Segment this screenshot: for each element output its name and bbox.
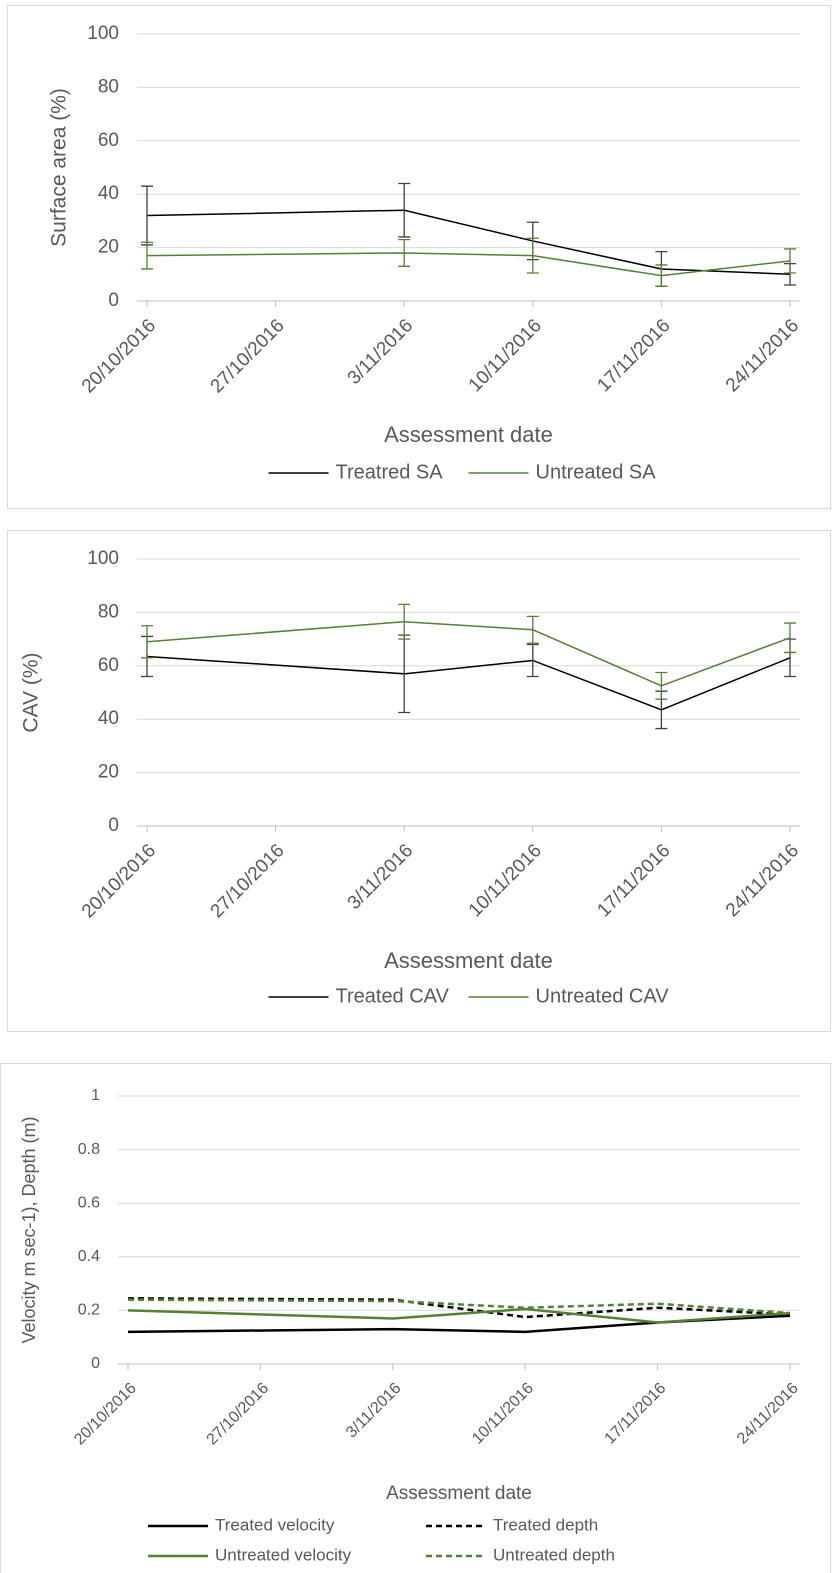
legend-label: Untreated velocity <box>215 1545 352 1564</box>
y-tick-label: 20 <box>98 762 119 783</box>
legend-label: Untreated depth <box>493 1545 615 1564</box>
y-tick-label: 0.8 <box>78 1141 100 1158</box>
error-bar <box>398 182 411 238</box>
legend-label: Treated velocity <box>215 1515 335 1534</box>
legend-label: Treated CAV <box>336 985 450 1007</box>
error-bar <box>398 603 411 640</box>
y-tick-label: 1 <box>91 1087 100 1104</box>
series-line <box>127 1298 791 1315</box>
error-bar <box>526 237 539 274</box>
panel-frame <box>7 5 831 509</box>
legend-label: Treated depth <box>493 1515 598 1534</box>
y-tick-label: 80 <box>98 601 119 622</box>
error-bar <box>784 248 796 274</box>
y-tick-label: 0 <box>91 1355 100 1372</box>
y-tick-label: 100 <box>87 23 119 44</box>
error-bar <box>526 643 539 678</box>
error-bar <box>784 622 796 654</box>
x-axis-title: Assessment date <box>386 1483 532 1504</box>
error-bar <box>141 241 153 270</box>
error-bar <box>526 615 539 644</box>
legend-label: Untreated CAV <box>536 985 670 1007</box>
y-tick-label: 100 <box>87 548 119 569</box>
y-tick-label: 0.6 <box>78 1194 100 1211</box>
error-bar <box>655 264 668 287</box>
y-tick-label: 0.4 <box>78 1248 100 1265</box>
y-tick-label: 60 <box>98 130 119 151</box>
panel-frame <box>0 1063 831 1573</box>
legend-label: Untreated SA <box>536 461 657 483</box>
legend-label: Treatred SA <box>336 461 444 483</box>
error-bar <box>141 625 153 659</box>
series-line <box>127 1297 791 1319</box>
x-axis-title: Assessment date <box>384 948 553 973</box>
error-bar <box>655 671 668 700</box>
y-tick-label: 40 <box>98 708 119 729</box>
y-tick-label: 80 <box>98 76 119 97</box>
series-line <box>127 1307 791 1324</box>
x-axis-title: Assessment date <box>384 422 553 447</box>
y-axis-title: Surface area (%) <box>48 88 71 247</box>
y-axis-title: Velocity m sec-1), Depth (m) <box>19 1116 39 1343</box>
y-tick-label: 0 <box>108 290 119 311</box>
y-axis-title: CAV (%) <box>20 652 43 732</box>
panel-frame <box>7 530 831 1032</box>
y-tick-label: 0 <box>108 815 119 836</box>
y-tick-label: 60 <box>98 655 119 676</box>
y-tick-label: 40 <box>98 183 119 204</box>
error-bar <box>398 238 411 267</box>
y-tick-label: 20 <box>98 237 119 258</box>
y-tick-label: 0.2 <box>78 1302 100 1319</box>
